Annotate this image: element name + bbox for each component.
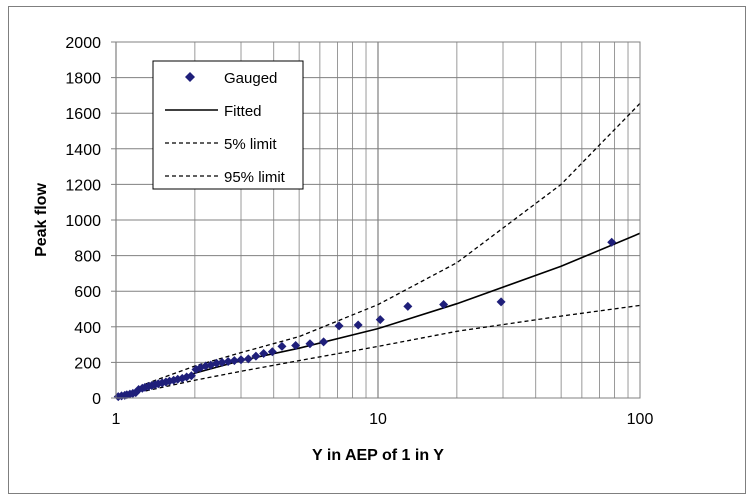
gauged-point — [251, 351, 261, 361]
legend-label-gauged: Gauged — [224, 70, 277, 87]
legend-label-fitted: Fitted — [224, 103, 262, 120]
gauged-point — [319, 337, 329, 347]
y-tick-label: 400 — [74, 320, 101, 337]
gauged-point — [217, 357, 227, 367]
legend-box — [152, 60, 304, 190]
gauged-point — [305, 339, 315, 349]
gauged-point — [243, 354, 253, 364]
y-tick-label: 1400 — [65, 142, 101, 159]
gauged-point — [403, 301, 413, 311]
gauged-point — [291, 340, 301, 350]
gauged-point — [212, 358, 222, 368]
y-tick-labels: 0 200 400 600 800 1000 1200 1400 1600 1800 2000 — [65, 35, 116, 408]
gauged-point — [267, 347, 277, 357]
y-tick-label: 600 — [74, 284, 101, 301]
gauged-point — [375, 315, 385, 325]
y-tick-label: 200 — [74, 355, 101, 372]
y-axis-title: Peak flow — [33, 183, 50, 257]
series-line-2 — [145, 102, 641, 385]
legend-label-95-limit: 95% limit — [224, 169, 286, 186]
gauged-point — [353, 320, 363, 330]
x-tick-label: 10 — [369, 411, 387, 428]
y-tick-label: 2000 — [65, 35, 101, 52]
y-tick-label: 1600 — [65, 106, 101, 123]
gauged-point — [236, 355, 246, 365]
gauged-point — [334, 321, 344, 331]
x-tick-label: 100 — [627, 411, 654, 428]
gauged-point — [259, 349, 269, 358]
y-tick-label: 0 — [92, 391, 101, 408]
gauged-point — [607, 237, 617, 247]
series-line-3 — [145, 304, 641, 392]
gauged-point — [439, 300, 449, 310]
y-tick-label: 800 — [74, 249, 101, 266]
y-tick-label: 1000 — [65, 213, 101, 230]
legend: Gauged Fitted 5% limit 95% limit — [152, 60, 304, 190]
gauged-point — [277, 341, 287, 351]
y-tick-label: 1200 — [65, 177, 101, 194]
gauged-point — [186, 371, 196, 381]
x-axis-title: Y in AEP of 1 in Y — [312, 447, 444, 464]
x-tick-label: 1 — [112, 411, 121, 428]
gauged-point — [223, 357, 233, 367]
legend-marker-gauged — [185, 72, 195, 82]
y-tick-label: 1800 — [65, 71, 101, 88]
legend-label-5-limit: 5% limit — [224, 136, 277, 153]
x-tick-labels: 1 10 100 — [112, 411, 654, 428]
gauged-point — [229, 356, 239, 366]
gauged-point — [496, 297, 506, 307]
